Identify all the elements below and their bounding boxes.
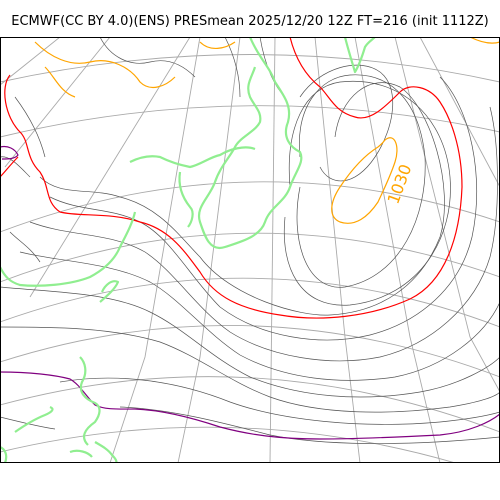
- isobars: [0, 37, 500, 444]
- coastlines: [0, 37, 376, 463]
- graticule: [0, 37, 500, 463]
- pressure-map: 1030: [0, 37, 500, 463]
- isobar-1020: [0, 37, 463, 319]
- map-title: ECMWF(CC BY 4.0)(ENS) PRESmean 2025/12/2…: [11, 14, 489, 29]
- isobar-1030: [34, 37, 500, 224]
- isobar-1012: [0, 145, 500, 440]
